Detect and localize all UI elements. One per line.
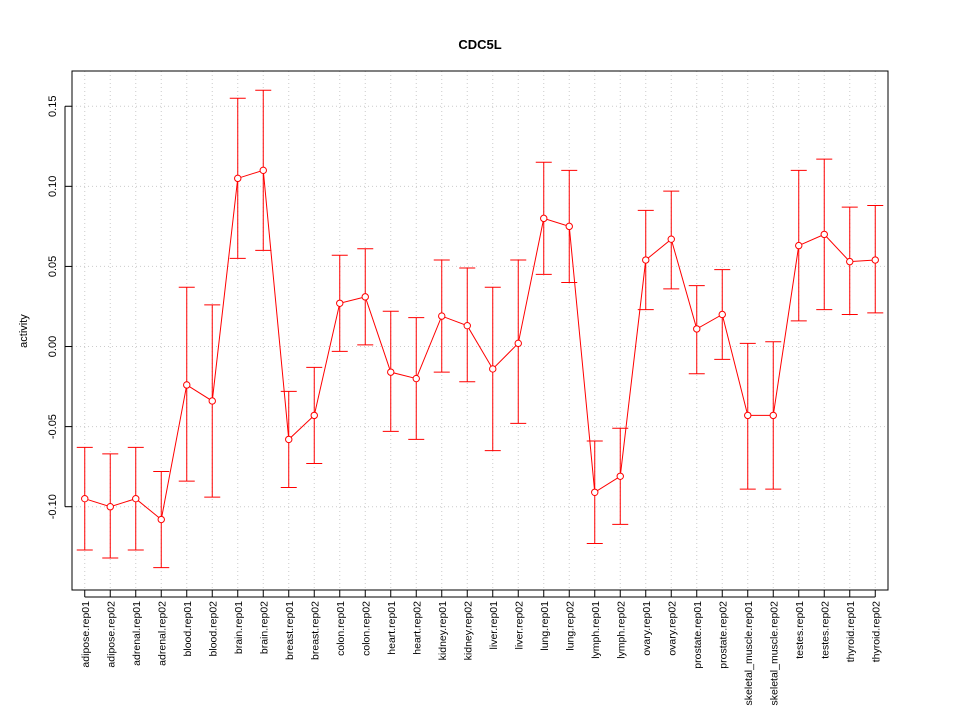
data-point xyxy=(489,365,497,373)
data-point xyxy=(208,397,216,405)
x-tick-label: skeletal_muscle.rep02 xyxy=(768,601,780,706)
x-tick-label: adrenal.rep02 xyxy=(156,601,168,666)
x-tick-label: lung.rep01 xyxy=(539,601,551,651)
data-point xyxy=(387,368,395,376)
y-tick-label: -0.10 xyxy=(47,494,59,519)
x-tick-label: adipose.rep01 xyxy=(80,601,92,668)
x-tick-label: adipose.rep02 xyxy=(105,601,117,668)
x-tick-label: thyroid.rep01 xyxy=(845,601,857,662)
data-point xyxy=(132,494,140,503)
y-axis-label: activity xyxy=(18,314,30,348)
x-tick-label: testes.rep02 xyxy=(819,601,831,659)
data-point xyxy=(642,256,650,264)
x-tick-label: lymph.rep02 xyxy=(615,601,627,659)
x-tick-label: thyroid.rep02 xyxy=(870,601,882,662)
data-point xyxy=(795,241,803,250)
x-tick-label: ovary.rep02 xyxy=(666,601,678,656)
y-axis: -0.10 -0.05 0.00 0.05 0.10 0.15 xyxy=(47,96,72,519)
data-point xyxy=(667,235,675,243)
y-tick-label: -0.05 xyxy=(47,414,59,439)
x-tick-label: heart.rep01 xyxy=(386,601,398,655)
data-point xyxy=(234,174,242,183)
data-point xyxy=(463,321,471,330)
plot-frame xyxy=(71,70,889,591)
x-tick-label: brain.rep01 xyxy=(233,601,245,654)
data-point xyxy=(361,293,369,301)
chart-title: CDC5L xyxy=(458,37,501,52)
x-tick-label: blood.rep01 xyxy=(182,601,194,657)
x-tick-label: heart.rep02 xyxy=(411,601,423,655)
grid-lines xyxy=(72,71,888,590)
data-point xyxy=(744,411,752,420)
x-tick-label: kidney.rep02 xyxy=(462,601,474,661)
series-activity xyxy=(76,89,884,569)
y-tick-label: 0.05 xyxy=(47,256,59,277)
data-point xyxy=(871,256,879,264)
x-tick-label: ovary.rep01 xyxy=(641,601,653,656)
x-tick-label: colon.rep02 xyxy=(360,601,372,656)
data-point xyxy=(157,515,165,524)
data-point xyxy=(438,312,446,320)
x-tick-label: prostate.rep02 xyxy=(717,601,729,669)
x-tick-label: liver.rep01 xyxy=(488,601,500,650)
data-point xyxy=(106,503,114,511)
x-tick-label: breast.rep01 xyxy=(284,601,296,660)
data-point xyxy=(259,166,267,175)
x-tick-label: lymph.rep01 xyxy=(590,601,602,659)
data-point xyxy=(81,494,89,503)
y-tick-label: 0.10 xyxy=(47,176,59,197)
data-point xyxy=(616,472,624,480)
x-tick-label: kidney.rep01 xyxy=(437,601,449,661)
y-tick-label: 0.00 xyxy=(47,336,59,357)
x-tick-label: colon.rep01 xyxy=(335,601,347,656)
x-axis-tick-labels: adipose.rep01 adipose.rep02 adrenal.rep01 a… xyxy=(80,590,882,706)
x-tick-label: liver.rep02 xyxy=(513,601,525,650)
data-point xyxy=(540,214,548,223)
x-tick-label: blood.rep02 xyxy=(207,601,219,657)
y-tick-label: 0.15 xyxy=(47,96,59,117)
data-point xyxy=(514,339,522,348)
data-point xyxy=(412,374,420,383)
x-tick-label: skeletal_muscle.rep01 xyxy=(743,601,755,706)
x-tick-label: breast.rep02 xyxy=(309,601,321,660)
data-point xyxy=(183,381,191,389)
data-point xyxy=(820,230,828,239)
data-point xyxy=(336,299,344,307)
x-tick-label: testes.rep01 xyxy=(794,601,806,659)
series-line xyxy=(84,169,876,521)
data-point xyxy=(718,310,726,319)
data-point xyxy=(310,411,318,420)
x-tick-label: adrenal.rep01 xyxy=(131,601,143,666)
data-point xyxy=(693,325,701,333)
data-point xyxy=(846,257,854,266)
data-point xyxy=(769,411,777,420)
x-tick-label: lung.rep02 xyxy=(564,601,576,651)
data-point xyxy=(591,488,599,496)
x-tick-label: prostate.rep01 xyxy=(692,601,704,669)
x-tick-label: brain.rep02 xyxy=(258,601,270,654)
data-point xyxy=(565,222,573,231)
data-point xyxy=(285,435,293,444)
